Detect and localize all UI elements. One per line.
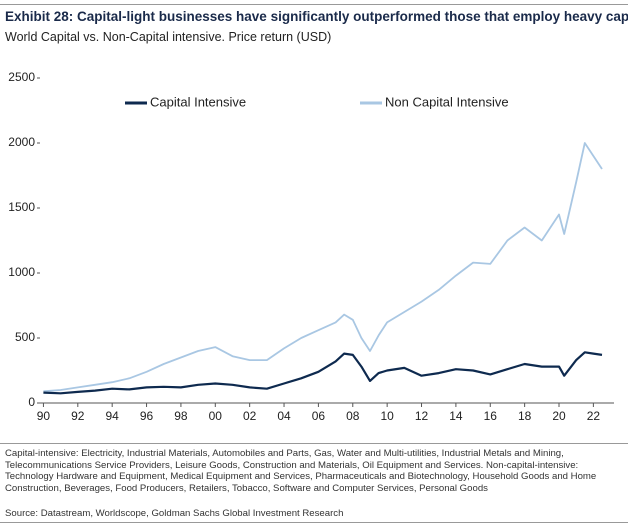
chart: 0 500 1000 1500 2000 2500 90 92 94 96 98 00 02 04 06 08… (8, 70, 614, 423)
x-tick-label: 22 (587, 409, 601, 423)
x-tick-label: 90 (37, 409, 51, 423)
source: Source: Datastream, Worldscope, Goldman … (5, 508, 344, 519)
x-tick-label: 18 (518, 409, 532, 423)
series-line (43, 351, 603, 395)
chart-subtitle: World Capital vs. Non-Capital intensive.… (5, 30, 332, 44)
x-tick-label: 00 (209, 409, 223, 423)
legend-label: Capital Intensive (150, 94, 246, 109)
top-rule (0, 4, 628, 5)
y-tick-label: 2500 (8, 70, 35, 84)
x-tick-label: 04 (277, 409, 291, 423)
x-tick-label: 14 (449, 409, 463, 423)
chart-title: Exhibit 28: Capital-light businesses hav… (5, 9, 628, 24)
bottom-rule (0, 522, 628, 523)
x-tick-label: 12 (415, 409, 429, 423)
x-tick-label: 92 (71, 409, 85, 423)
x-tick-label: 06 (312, 409, 326, 423)
y-tick-label: 0 (28, 395, 35, 409)
x-tick-label: 08 (346, 409, 360, 423)
legend-label: Non Capital Intensive (385, 94, 509, 109)
x-tick-label: 98 (174, 409, 188, 423)
x-tick-label: 94 (105, 409, 119, 423)
x-tick-label: 10 (380, 409, 394, 423)
y-tick-label: 1000 (8, 265, 35, 279)
x-tick-label: 20 (552, 409, 566, 423)
x-tick-label: 16 (484, 409, 498, 423)
y-tick-label: 1500 (8, 200, 35, 214)
x-tick-label: 02 (243, 409, 257, 423)
y-tick-label: 2000 (8, 135, 35, 149)
y-tick-label: 500 (15, 330, 35, 344)
foot-rule (0, 443, 628, 444)
footnote: Capital-intensive: Electricity, Industri… (5, 448, 597, 494)
series-line (43, 142, 603, 393)
x-tick-label: 96 (140, 409, 154, 423)
